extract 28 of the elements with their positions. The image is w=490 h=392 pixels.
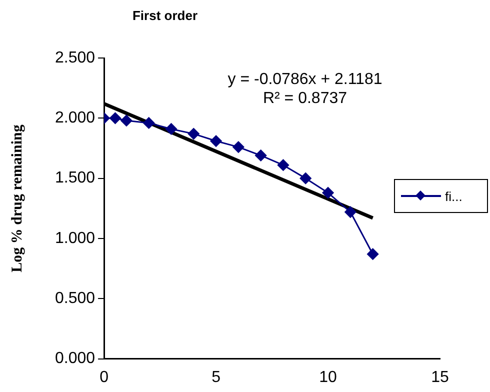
chart-title: First order	[131, 8, 198, 23]
y-tick-label: 1.500	[54, 170, 96, 187]
annotation: y = -0.0786x + 2.1181	[226, 70, 384, 89]
point	[143, 117, 155, 129]
x-tick-label: 5	[212, 368, 221, 386]
point	[188, 128, 200, 140]
y-tick-label: 0.000	[54, 350, 96, 368]
point	[300, 172, 312, 184]
x-tick-label: 10	[319, 368, 338, 386]
y-tick-label: 0.500	[54, 290, 96, 308]
point	[255, 150, 267, 162]
legend-label: fi...	[445, 188, 462, 204]
point	[210, 135, 222, 147]
x-tick-label: 15	[431, 368, 449, 386]
y-tick-label: 1.000	[54, 230, 96, 247]
y-tick-label: 2.500	[54, 49, 96, 66]
x-tick-label: 0	[100, 368, 109, 386]
point	[322, 187, 334, 199]
point	[165, 123, 177, 135]
annotation: R² = 0.8737	[262, 89, 348, 108]
point	[367, 248, 379, 260]
point	[232, 141, 244, 153]
y-axis-title: Log % drug remaining	[10, 124, 26, 274]
y-tick-label: 2.000	[54, 110, 96, 127]
point	[109, 112, 121, 124]
point	[344, 206, 356, 218]
point	[120, 114, 132, 126]
point	[277, 159, 289, 171]
